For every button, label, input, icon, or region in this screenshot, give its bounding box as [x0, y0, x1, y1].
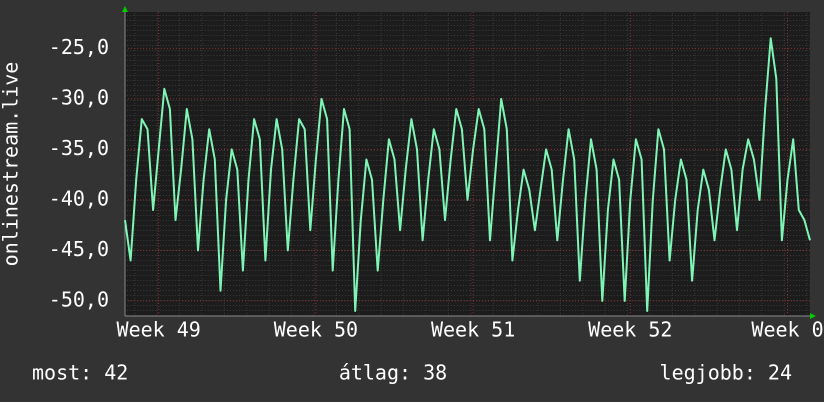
y-axis-label: onlinestream.live [0, 62, 23, 267]
minor-grid [125, 12, 810, 316]
y-tick-label: -45,0 [49, 237, 109, 261]
y-tick-label: -50,0 [49, 287, 109, 311]
y-tick-label: -40,0 [49, 186, 109, 210]
footer-average: átlag: 38 [339, 361, 447, 385]
y-tick-label: -30,0 [49, 85, 109, 109]
x-tick-label: Week 52 [588, 318, 672, 342]
footer-current: most: 42 [32, 361, 128, 385]
footer-best: legjobb: 24 [660, 361, 792, 385]
y-axis-arrow [122, 6, 128, 12]
x-tick-label: Week 51 [431, 318, 515, 342]
x-tick-label: Week 50 [274, 318, 358, 342]
x-tick-label: Week 0 [751, 318, 823, 342]
data-line [124, 37, 811, 312]
x-tick-label: Week 49 [117, 318, 201, 342]
y-tick-label: -25,0 [49, 35, 109, 59]
x-axis-arrow [810, 313, 816, 319]
y-tick-label: -35,0 [49, 136, 109, 160]
